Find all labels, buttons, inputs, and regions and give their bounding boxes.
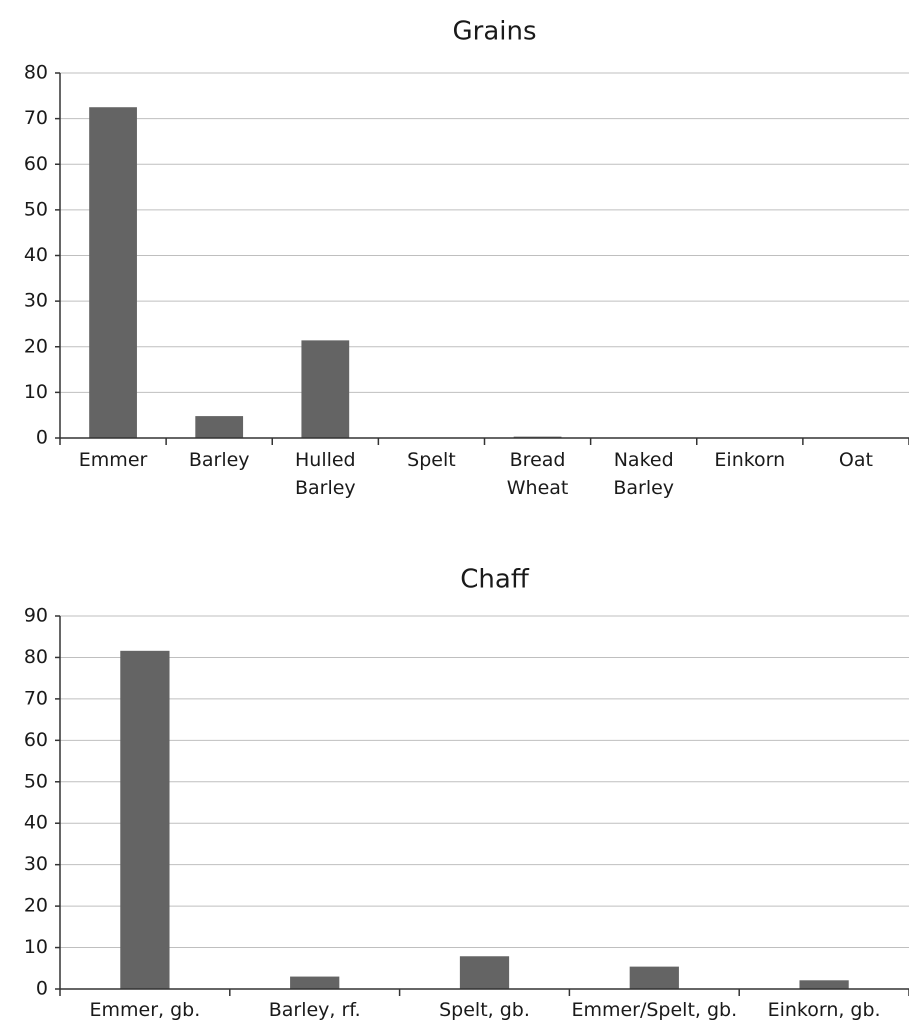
x-category-label-line: Emmer, gb. bbox=[90, 999, 201, 1021]
x-category-label: Spelt, gb. bbox=[439, 999, 530, 1021]
x-category-label-line: Oat bbox=[839, 449, 873, 471]
x-category-label: Bread Wheat bbox=[507, 449, 569, 499]
chart-title: Grains bbox=[452, 17, 536, 47]
bar bbox=[120, 650, 170, 989]
y-tick-label: 30 bbox=[24, 290, 48, 312]
x-category-label-line: Wheat bbox=[507, 477, 569, 499]
x-category-label-line: Emmer/Spelt, gb. bbox=[571, 999, 737, 1021]
bar bbox=[629, 966, 679, 989]
x-category-label-line: Spelt bbox=[407, 449, 456, 471]
x-category-label: Barley bbox=[189, 449, 250, 471]
y-tick-label: 40 bbox=[24, 812, 48, 834]
x-category-label: Oat bbox=[839, 449, 873, 471]
x-category-label-line: Bread bbox=[510, 449, 566, 471]
y-tick-label: 30 bbox=[24, 853, 48, 875]
x-category-label: Emmer/Spelt, gb. bbox=[571, 999, 737, 1021]
x-category-label-line: Spelt, gb. bbox=[439, 999, 530, 1021]
bar bbox=[195, 416, 244, 438]
bar bbox=[89, 107, 137, 438]
y-tick-label: 60 bbox=[24, 153, 48, 175]
bar bbox=[459, 956, 510, 989]
x-category-label-line: Naked bbox=[614, 449, 674, 471]
y-tick-label: 20 bbox=[24, 895, 48, 917]
y-tick-label: 80 bbox=[24, 62, 48, 84]
y-tick-label: 70 bbox=[24, 107, 48, 129]
x-category-label: Naked Barley bbox=[613, 449, 674, 499]
y-tick-label: 20 bbox=[24, 335, 48, 357]
x-category-label-line: Emmer bbox=[79, 449, 148, 471]
y-tick-label: 60 bbox=[24, 729, 48, 751]
y-tick-label: 0 bbox=[36, 978, 48, 1000]
bar bbox=[301, 340, 350, 438]
y-tick-label: 10 bbox=[24, 936, 48, 958]
y-tick-label: 90 bbox=[24, 605, 48, 627]
x-category-label: Emmer bbox=[79, 449, 148, 471]
x-category-label: Emmer, gb. bbox=[90, 999, 201, 1021]
x-category-label-line: Barley, rf. bbox=[269, 999, 361, 1021]
bar bbox=[799, 980, 849, 989]
chart-title: Chaff bbox=[460, 565, 530, 595]
x-category-label: Hulled Barley bbox=[295, 449, 356, 499]
x-category-label: Einkorn bbox=[714, 449, 785, 471]
x-category-label-line: Barley bbox=[613, 477, 674, 499]
bar bbox=[290, 976, 340, 989]
x-category-label-line: Einkorn, gb. bbox=[768, 999, 881, 1021]
x-category-label: Einkorn, gb. bbox=[768, 999, 881, 1021]
y-tick-label: 0 bbox=[36, 427, 48, 449]
x-category-label: Spelt bbox=[407, 449, 456, 471]
y-tick-label: 50 bbox=[24, 198, 48, 220]
y-tick-label: 40 bbox=[24, 244, 48, 266]
x-category-label-line: Einkorn bbox=[714, 449, 785, 471]
y-tick-label: 70 bbox=[24, 687, 48, 709]
y-tick-label: 80 bbox=[24, 646, 48, 668]
x-category-label: Barley, rf. bbox=[269, 999, 361, 1021]
y-tick-label: 10 bbox=[24, 381, 48, 403]
x-category-label-line: Barley bbox=[189, 449, 250, 471]
x-category-label-line: Barley bbox=[295, 477, 356, 499]
chart-1: Chaff 0 10 20 30 40 50 60 70 80 90 Emmer, gb. Barley… bbox=[24, 565, 909, 1021]
x-category-label-line: Hulled bbox=[295, 449, 356, 471]
y-tick-label: 50 bbox=[24, 770, 48, 792]
